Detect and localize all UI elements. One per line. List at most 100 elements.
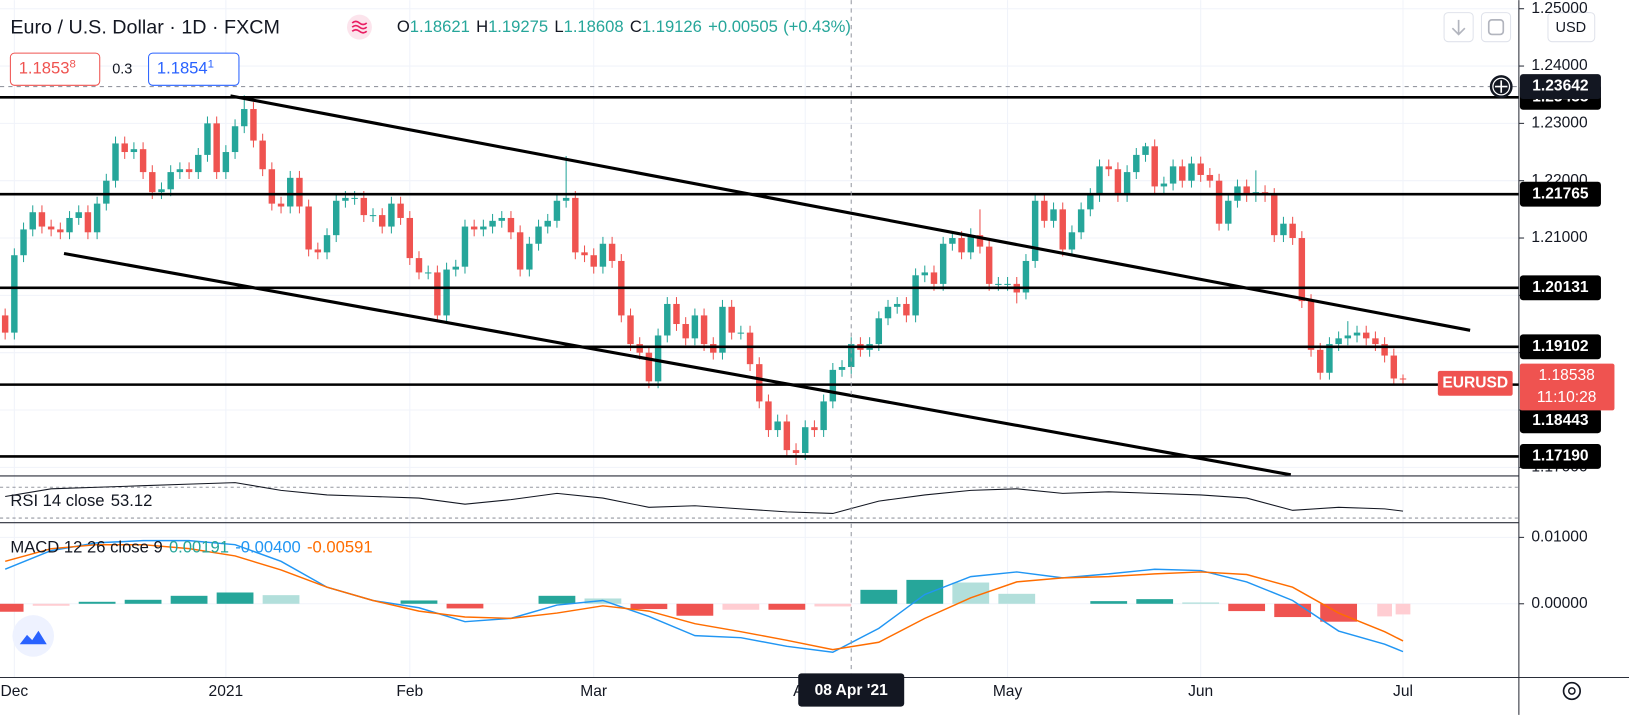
histogram-bar: [722, 603, 760, 610]
candle-body: [250, 109, 257, 141]
macd-readout: -0.00400: [235, 538, 301, 557]
countdown: 11:10:28: [1537, 389, 1596, 406]
candle-body: [673, 303, 680, 325]
candle-body: [323, 235, 331, 253]
buy-button[interactable]: [148, 52, 240, 86]
ohlc-prefix: L: [554, 18, 563, 37]
candle-body: [241, 109, 248, 127]
histogram-bar: [1136, 599, 1174, 604]
sell-price-pip: 8: [70, 59, 76, 71]
candle-body: [1050, 209, 1057, 221]
candle-body: [710, 344, 717, 353]
candle-body: [820, 401, 827, 431]
ohlc-value: 1.19126: [642, 18, 702, 37]
candle-body: [995, 283, 1002, 285]
candle-body: [1317, 349, 1324, 373]
histogram-bar: [124, 599, 162, 604]
candle-body: [443, 269, 450, 316]
candle-body: [893, 303, 901, 307]
candle-body: [29, 212, 36, 230]
candle-body: [11, 255, 18, 333]
candle-body: [526, 243, 533, 270]
candle-body: [259, 140, 266, 170]
ohlc-value: 1.18608: [564, 18, 624, 37]
candle-body: [222, 152, 230, 173]
buy-price-main: 1.1854: [157, 59, 208, 78]
histogram-bar: [32, 603, 70, 606]
symbol-label-box: [1437, 370, 1513, 396]
candle-body: [516, 232, 524, 270]
candle-body: [1289, 223, 1296, 239]
sell-price-main: 1.1853: [19, 59, 70, 78]
settings-button[interactable]: [1562, 681, 1582, 701]
candle-body: [38, 212, 46, 227]
candle-body: [903, 303, 910, 316]
candle-body: [875, 318, 883, 345]
indicator-icon-waves: [351, 20, 368, 34]
candle-body: [47, 226, 55, 230]
candle-body: [1326, 344, 1333, 373]
logo[interactable]: [12, 615, 55, 657]
currency-button[interactable]: [1547, 12, 1596, 43]
candle-body: [1307, 301, 1315, 350]
candle-body: [1031, 200, 1039, 261]
level-label-box: [1519, 443, 1601, 469]
change: +0.00505: [708, 18, 778, 37]
crosshair-date-box: [798, 673, 905, 707]
rsi-line: [5, 482, 1404, 514]
candle-body: [489, 220, 496, 227]
histogram-bar: [768, 603, 806, 610]
candle-body: [204, 123, 211, 155]
candle-body: [149, 172, 156, 193]
candle-body: [1123, 172, 1131, 196]
macd-readout: 0.00191: [169, 538, 229, 557]
candle-body: [608, 243, 616, 261]
candle-body: [158, 189, 165, 193]
ohlc-value: 1.18621: [410, 18, 470, 37]
candle-body: [461, 226, 469, 267]
macd-title: MACD 12 26 close 9: [10, 538, 162, 557]
histogram-bar: [952, 582, 990, 604]
histogram-bar: [1274, 603, 1312, 618]
candle-body: [627, 315, 634, 345]
macd-readout: -0.00591: [307, 538, 373, 557]
candle-body: [535, 226, 542, 244]
candle-body: [838, 367, 846, 370]
histogram-bar: [906, 579, 944, 604]
crosshair-price-box: [1519, 74, 1601, 100]
candle-body: [103, 180, 110, 204]
sell-button[interactable]: [9, 52, 101, 86]
candle-body: [1381, 344, 1388, 356]
histogram-bar: [170, 595, 208, 604]
histogram-bar: [860, 589, 898, 604]
candle-body: [1151, 146, 1158, 187]
y-tick-label: 1.21000: [1531, 229, 1588, 246]
level-label-box: [1519, 181, 1601, 207]
histogram-bar: [538, 595, 576, 604]
rsi-title: RSI 14 close: [10, 491, 104, 510]
candle-body: [470, 226, 478, 230]
candle-body: [1362, 332, 1370, 339]
y-tick-label: 1.23000: [1531, 114, 1588, 131]
candle-body: [333, 200, 340, 236]
candle-body: [1243, 186, 1250, 196]
candle-body: [351, 197, 358, 199]
maximize-button[interactable]: [1480, 12, 1512, 43]
level-label: 1.19102: [1532, 338, 1589, 355]
trend-line: [63, 251, 1292, 477]
candle-body: [645, 352, 653, 382]
candle-body: [195, 154, 202, 173]
maximize-icon: [1487, 19, 1505, 36]
candle-body: [75, 212, 82, 218]
candle-body: [66, 217, 73, 233]
x-tick-label: Jul: [1393, 683, 1413, 700]
candle-body: [636, 344, 643, 353]
candle-body: [84, 212, 92, 233]
macd-line: [4, 539, 1404, 653]
candle-body: [231, 126, 239, 153]
candle-body: [1087, 195, 1094, 210]
candle-body: [1114, 169, 1122, 196]
symbol-label: EURUSD: [1442, 374, 1508, 391]
buy-price-pip: 1: [208, 59, 214, 71]
candle-body: [397, 203, 404, 218]
